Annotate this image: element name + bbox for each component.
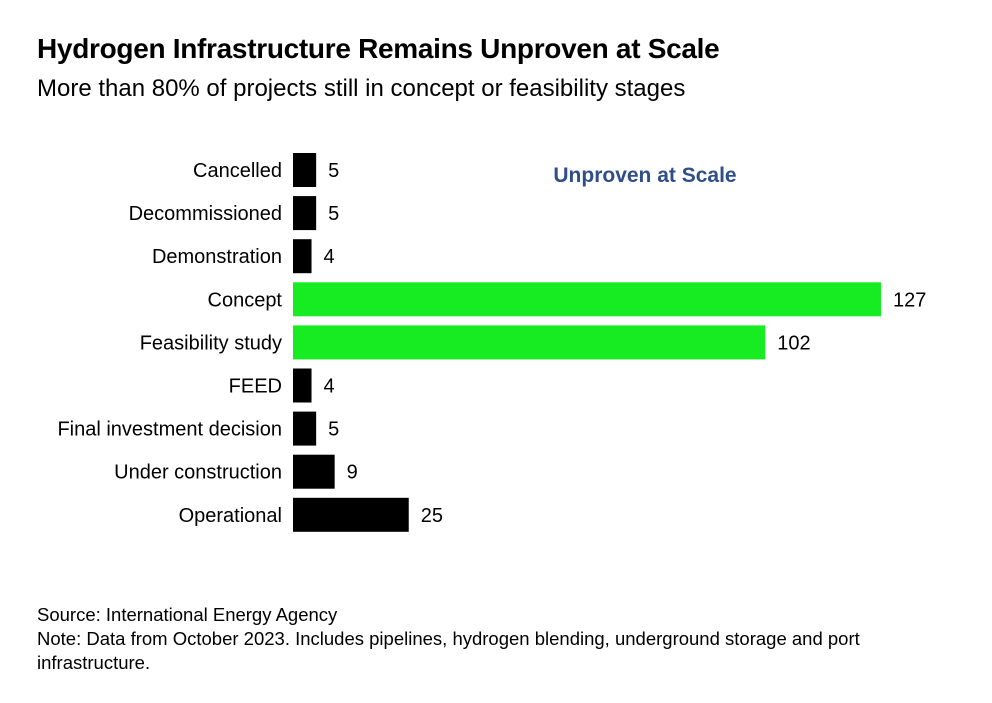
source-note: Source: International Energy Agency <box>37 604 338 625</box>
category-label: Final investment decision <box>57 419 282 441</box>
value-label: 102 <box>777 332 810 354</box>
category-label: Demonstration <box>152 246 282 268</box>
value-label: 4 <box>324 246 335 268</box>
bar-decommissioned <box>293 196 317 231</box>
category-label: Concept <box>208 289 283 311</box>
value-label: 25 <box>421 505 443 527</box>
bar-under-construction <box>293 454 335 489</box>
category-label: Cancelled <box>193 160 282 182</box>
value-label: 9 <box>347 462 358 484</box>
bar-operational <box>293 497 409 532</box>
category-label: Decommissioned <box>129 203 282 225</box>
value-label: 4 <box>324 376 335 398</box>
chart-title: Hydrogen Infrastructure Remains Unproven… <box>37 33 720 64</box>
chart-footer: Source: International Energy Agency Note… <box>37 603 957 675</box>
chart-subtitle: More than 80% of projects still in conce… <box>37 75 686 102</box>
value-label: 127 <box>893 289 926 311</box>
bar-final-investment-decision <box>293 411 317 446</box>
bar-demonstration <box>293 239 312 274</box>
category-label: Operational <box>179 505 282 527</box>
bar-cancelled <box>293 153 317 187</box>
bar-feasibility-study <box>293 325 766 360</box>
data-note: Note: Data from October 2023. Includes p… <box>37 628 860 673</box>
category-label: Feasibility study <box>140 332 282 354</box>
category-label: Under construction <box>114 462 282 484</box>
bar-feed <box>293 368 312 403</box>
value-label: 5 <box>328 160 339 182</box>
category-label: FEED <box>229 376 282 398</box>
bar-concept <box>293 282 881 317</box>
value-label: 5 <box>328 419 339 441</box>
value-label: 5 <box>328 203 339 225</box>
chart-annotation: Unproven at Scale <box>553 164 736 187</box>
bar-chart: Unproven at Scale Cancelled 5 Decommission… <box>57 153 926 532</box>
